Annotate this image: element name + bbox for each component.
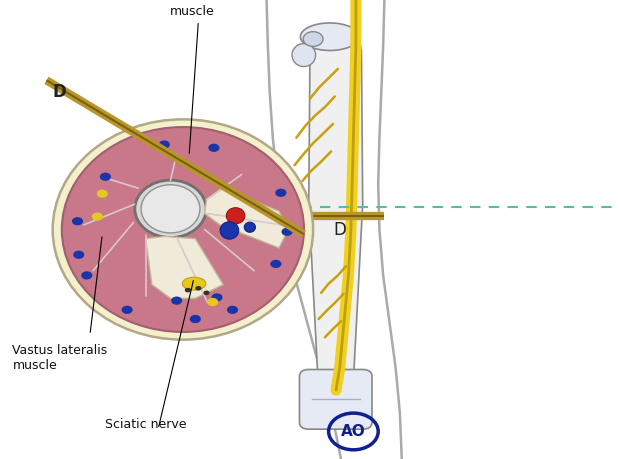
Circle shape [208, 144, 219, 152]
Ellipse shape [244, 222, 255, 232]
Ellipse shape [182, 277, 206, 290]
Polygon shape [309, 28, 363, 381]
Circle shape [190, 315, 201, 323]
Circle shape [92, 213, 103, 221]
Text: D: D [52, 83, 66, 101]
Text: D: D [334, 221, 347, 240]
Circle shape [211, 293, 223, 302]
Polygon shape [146, 236, 223, 298]
Circle shape [207, 298, 218, 306]
Circle shape [171, 297, 182, 305]
Circle shape [275, 189, 286, 197]
Ellipse shape [301, 23, 360, 50]
Ellipse shape [220, 222, 239, 239]
Circle shape [270, 260, 281, 268]
Ellipse shape [226, 207, 245, 224]
Circle shape [281, 228, 293, 236]
Circle shape [195, 286, 202, 291]
Circle shape [159, 140, 170, 149]
Ellipse shape [62, 127, 304, 332]
Circle shape [227, 306, 238, 314]
Text: Vastus lateralis
muscle: Vastus lateralis muscle [12, 344, 108, 372]
Circle shape [81, 271, 92, 280]
Ellipse shape [292, 44, 316, 67]
Ellipse shape [303, 32, 323, 46]
Text: Rectus femoris
muscle: Rectus femoris muscle [146, 0, 239, 18]
Text: AO: AO [341, 424, 366, 439]
Polygon shape [205, 188, 288, 248]
Text: Sciatic nerve: Sciatic nerve [105, 419, 187, 431]
Ellipse shape [53, 119, 313, 340]
Circle shape [72, 217, 83, 225]
Ellipse shape [135, 180, 206, 237]
Circle shape [97, 190, 108, 198]
Circle shape [100, 173, 111, 181]
Circle shape [122, 306, 133, 314]
Circle shape [203, 291, 210, 295]
Ellipse shape [141, 185, 200, 233]
Circle shape [185, 288, 191, 292]
FancyBboxPatch shape [299, 369, 372, 429]
Circle shape [73, 251, 84, 259]
